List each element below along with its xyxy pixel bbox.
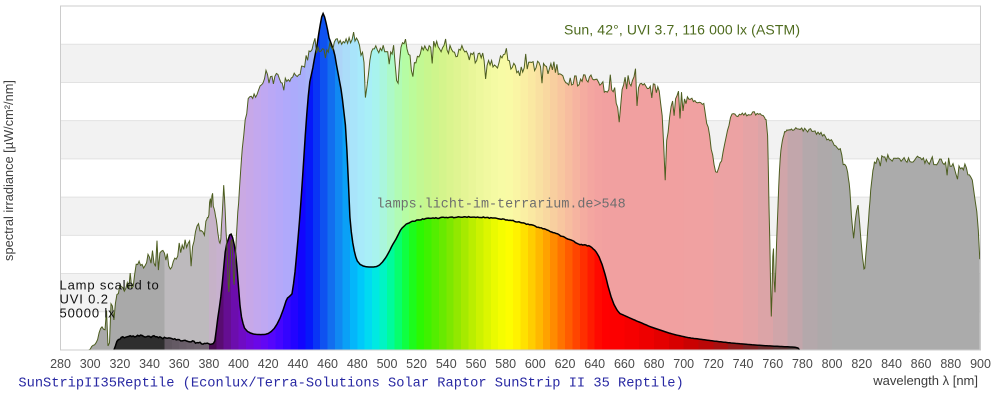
svg-text:520: 520 (406, 357, 427, 371)
svg-text:SunStripII35Reptile (Econlux/T: SunStripII35Reptile (Econlux/Terra-Solut… (18, 377, 683, 392)
svg-text:340: 340 (139, 357, 160, 371)
svg-text:UVI 0.2: UVI 0.2 (60, 292, 109, 307)
svg-text:320: 320 (109, 357, 130, 371)
svg-text:620: 620 (555, 357, 576, 371)
svg-text:480: 480 (347, 357, 368, 371)
svg-text:420: 420 (258, 357, 279, 371)
svg-text:860: 860 (911, 357, 932, 371)
svg-text:840: 840 (881, 357, 902, 371)
svg-text:660: 660 (614, 357, 635, 371)
svg-text:560: 560 (466, 357, 487, 371)
svg-text:360: 360 (169, 357, 190, 371)
svg-text:400: 400 (228, 357, 249, 371)
svg-text:580: 580 (495, 357, 516, 371)
svg-text:540: 540 (436, 357, 457, 371)
svg-text:740: 740 (733, 357, 754, 371)
svg-text:640: 640 (584, 357, 605, 371)
svg-text:780: 780 (792, 357, 813, 371)
svg-text:680: 680 (644, 357, 665, 371)
svg-text:800: 800 (822, 357, 843, 371)
svg-text:720: 720 (703, 357, 724, 371)
svg-text:500: 500 (377, 357, 398, 371)
svg-text:50000 lx: 50000 lx (60, 305, 116, 320)
svg-text:280: 280 (50, 357, 71, 371)
svg-text:460: 460 (317, 357, 338, 371)
svg-text:880: 880 (940, 357, 961, 371)
svg-text:300: 300 (80, 357, 101, 371)
svg-text:900: 900 (970, 357, 991, 371)
svg-text:440: 440 (287, 357, 308, 371)
svg-text:spectral irradiance [µW/cm²/nm: spectral irradiance [µW/cm²/nm] (1, 80, 16, 261)
svg-text:600: 600 (525, 357, 546, 371)
svg-text:820: 820 (851, 357, 872, 371)
svg-text:760: 760 (762, 357, 783, 371)
svg-text:380: 380 (198, 357, 219, 371)
svg-text:Sun, 42°, UVI 3.7, 116 000 lx: Sun, 42°, UVI 3.7, 116 000 lx (ASTM) (564, 22, 800, 38)
svg-text:wavelength λ [nm]: wavelength λ [nm] (872, 373, 978, 388)
svg-text:700: 700 (673, 357, 694, 371)
svg-text:lamps.licht-im-terrarium.de>54: lamps.licht-im-terrarium.de>548 (377, 198, 626, 213)
svg-text:Lamp scaled to: Lamp scaled to (60, 278, 160, 293)
